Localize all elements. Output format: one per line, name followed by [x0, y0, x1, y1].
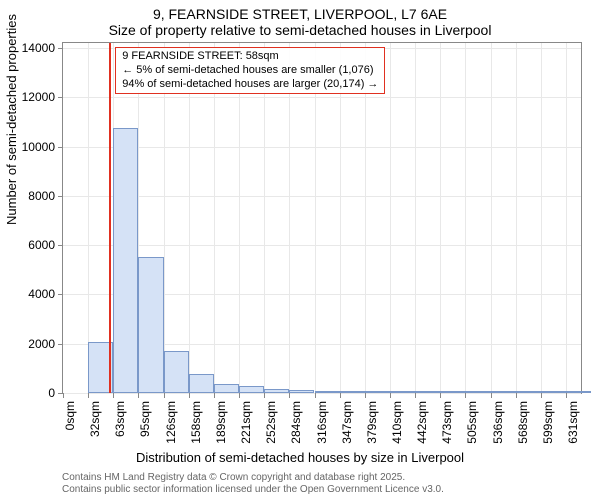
- x-tick-mark: [214, 393, 215, 398]
- grid-line-v: [264, 43, 265, 393]
- y-tick-label: 8000: [7, 189, 55, 203]
- x-tick-mark: [516, 393, 517, 398]
- histogram-bar: [189, 374, 214, 393]
- x-tick-mark: [239, 393, 240, 398]
- x-tick-mark: [138, 393, 139, 398]
- callout-line1: 9 FEARNSIDE STREET: 58sqm: [122, 50, 378, 64]
- x-tick-mark: [390, 393, 391, 398]
- x-tick-mark: [315, 393, 316, 398]
- histogram-bar: [491, 391, 516, 393]
- y-tick-mark: [58, 344, 63, 345]
- histogram-bar: [390, 391, 415, 393]
- y-tick-mark: [58, 196, 63, 197]
- grid-line-v: [465, 43, 466, 393]
- grid-line-v: [491, 43, 492, 393]
- grid-line-h: [63, 147, 581, 148]
- y-tick-mark: [58, 294, 63, 295]
- grid-line-v: [164, 43, 165, 393]
- x-axis-label: Distribution of semi-detached houses by …: [0, 450, 600, 465]
- footer-line1: Contains HM Land Registry data © Crown c…: [62, 472, 444, 484]
- grid-line-v: [289, 43, 290, 393]
- y-tick-label: 10000: [7, 140, 55, 154]
- reference-line: [109, 43, 111, 393]
- histogram-bar: [365, 391, 390, 393]
- x-tick-mark: [415, 393, 416, 398]
- x-tick-mark: [289, 393, 290, 398]
- histogram-bar: [340, 391, 365, 393]
- grid-line-v: [440, 43, 441, 393]
- plot-area: 020004000600080001000012000140000sqm32sq…: [62, 42, 582, 394]
- x-tick-mark: [491, 393, 492, 398]
- chart-title-line1: 9, FEARNSIDE STREET, LIVERPOOL, L7 6AE: [0, 6, 600, 22]
- x-tick-mark: [541, 393, 542, 398]
- callout-box: 9 FEARNSIDE STREET: 58sqm← 5% of semi-de…: [115, 47, 385, 94]
- histogram-bar: [138, 257, 163, 393]
- histogram-bar: [541, 391, 566, 393]
- grid-line-h: [63, 97, 581, 98]
- grid-line-v: [390, 43, 391, 393]
- callout-line3: 94% of semi-detached houses are larger (…: [122, 78, 378, 92]
- y-tick-mark: [58, 245, 63, 246]
- histogram-bar: [113, 128, 138, 393]
- x-tick-mark: [88, 393, 89, 398]
- grid-line-v: [340, 43, 341, 393]
- x-tick-mark: [189, 393, 190, 398]
- histogram-bar: [566, 391, 591, 393]
- histogram-bar: [440, 391, 465, 393]
- footer-line2: Contains public sector information licen…: [62, 484, 444, 496]
- x-tick-mark: [440, 393, 441, 398]
- grid-line-h: [63, 245, 581, 246]
- grid-line-v: [189, 43, 190, 393]
- grid-line-h: [63, 393, 581, 394]
- grid-line-v: [88, 43, 89, 393]
- x-tick-mark: [113, 393, 114, 398]
- chart-footer: Contains HM Land Registry data © Crown c…: [62, 472, 444, 496]
- y-tick-mark: [58, 97, 63, 98]
- histogram-bar: [516, 391, 541, 393]
- histogram-bar: [465, 391, 490, 393]
- histogram-bar: [264, 389, 289, 393]
- y-tick-label: 6000: [7, 238, 55, 252]
- chart-title-block: 9, FEARNSIDE STREET, LIVERPOOL, L7 6AE S…: [0, 0, 600, 38]
- y-tick-label: 0: [7, 386, 55, 400]
- x-tick-mark: [264, 393, 265, 398]
- grid-line-v: [315, 43, 316, 393]
- grid-line-v: [365, 43, 366, 393]
- grid-line-v: [415, 43, 416, 393]
- y-tick-mark: [58, 147, 63, 148]
- grid-line-v: [566, 43, 567, 393]
- x-tick-mark: [63, 393, 64, 398]
- x-tick-mark: [164, 393, 165, 398]
- y-tick-label: 14000: [7, 41, 55, 55]
- grid-line-v: [214, 43, 215, 393]
- grid-line-v: [516, 43, 517, 393]
- grid-line-h: [63, 196, 581, 197]
- grid-line-v: [239, 43, 240, 393]
- histogram-bar: [239, 386, 264, 393]
- grid-line-v: [541, 43, 542, 393]
- y-tick-label: 12000: [7, 90, 55, 104]
- histogram-bar: [315, 391, 340, 393]
- x-tick-mark: [340, 393, 341, 398]
- callout-line2: ← 5% of semi-detached houses are smaller…: [122, 64, 378, 78]
- histogram-bar: [415, 391, 440, 393]
- chart-title-line2: Size of property relative to semi-detach…: [0, 22, 600, 38]
- x-tick-mark: [566, 393, 567, 398]
- y-tick-label: 4000: [7, 287, 55, 301]
- histogram-bar: [214, 384, 239, 393]
- chart-area: 020004000600080001000012000140000sqm32sq…: [62, 42, 582, 394]
- histogram-bar: [289, 390, 314, 393]
- x-tick-mark: [365, 393, 366, 398]
- x-tick-mark: [465, 393, 466, 398]
- y-tick-mark: [58, 48, 63, 49]
- histogram-bar: [164, 351, 189, 393]
- y-tick-label: 2000: [7, 337, 55, 351]
